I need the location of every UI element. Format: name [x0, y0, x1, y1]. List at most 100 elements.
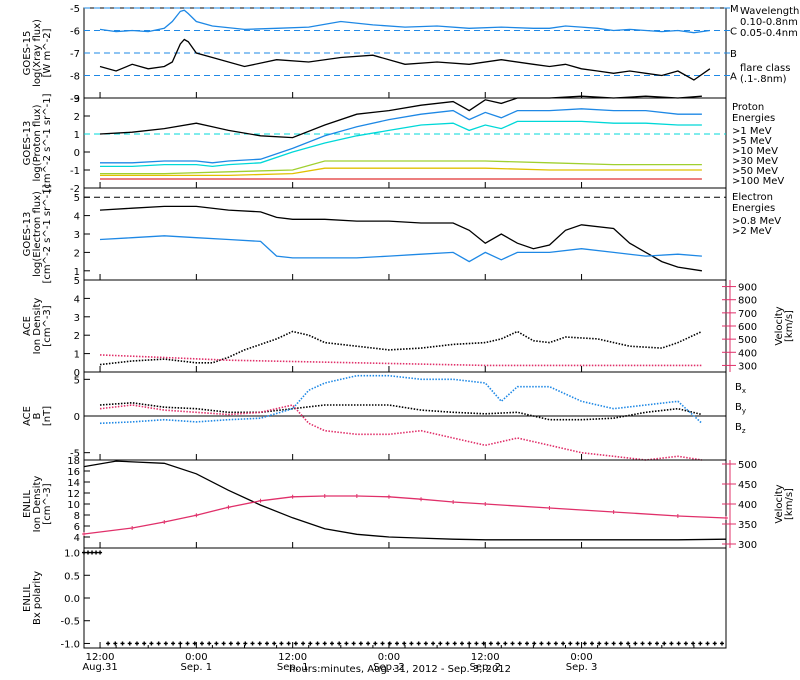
bx-polarity-point — [373, 641, 378, 646]
bx-polarity-point — [207, 641, 212, 646]
bx-polarity-point — [82, 550, 86, 555]
y-tick-label: 3 — [74, 230, 80, 241]
y-tick-label: 1.0 — [64, 549, 80, 560]
bx-polarity-point — [416, 641, 421, 646]
bx-polarity-point — [409, 641, 414, 646]
y-tick-label: -1.0 — [60, 639, 80, 650]
bx-polarity-point — [474, 641, 479, 646]
bx-polarity-point — [171, 641, 176, 646]
y-tick-label: -5 — [70, 449, 80, 460]
velocity-marker — [322, 494, 327, 498]
bx-polarity-point — [250, 641, 255, 646]
bx-polarity-point — [532, 641, 537, 646]
y-tick-label: 5 — [74, 193, 80, 204]
y2-tick-label: 900 — [738, 283, 757, 294]
y-axis-label: ACEB[nT] — [22, 406, 53, 426]
y-tick-label: 6 — [74, 522, 80, 533]
y-tick-label: 0.5 — [64, 571, 80, 582]
bx-polarity-point — [272, 641, 277, 646]
flare-level-label: B — [730, 49, 737, 60]
legend-entry: >10 MeV — [732, 146, 778, 157]
series--30-mev — [100, 160, 702, 175]
bx-polarity-point — [676, 641, 681, 646]
bx-polarity-point — [344, 641, 349, 646]
panel-frame — [83, 547, 727, 649]
bx-polarity-point — [467, 641, 472, 646]
bx-polarity-point — [633, 641, 638, 646]
flare-level-label: M — [730, 4, 739, 15]
bx-polarity-point — [662, 641, 667, 646]
legend-title: Energies — [732, 203, 775, 214]
bx-polarity-point — [98, 550, 103, 555]
velocity-marker — [547, 506, 552, 510]
bx-polarity-point — [185, 641, 190, 646]
velocity-marker — [130, 526, 135, 530]
bx-polarity-point — [199, 641, 204, 646]
series-velocity — [83, 495, 727, 535]
x-tick-time-label: 12:00 — [471, 652, 500, 663]
bx-polarity-point — [626, 641, 631, 646]
x-tick-time-label: 0:00 — [185, 652, 207, 663]
bx-polarity-point — [149, 641, 154, 646]
panel-goes13-proton: 3 2 1 0 -1 -2 GOES-13log(Proton flux)[cm^-2 s^… — [22, 93, 784, 195]
bx-polarity-point — [546, 641, 551, 646]
bx-polarity-point — [647, 641, 652, 646]
y-tick-label: -1 — [70, 166, 80, 177]
velocity-marker — [451, 500, 456, 504]
series-ion-density — [99, 330, 703, 366]
legend-entry: Bz — [735, 422, 746, 435]
bx-polarity-point — [163, 641, 168, 646]
bx-polarity-point — [517, 641, 522, 646]
legend-entry: >1 MeV — [732, 126, 772, 137]
bx-polarity-point — [561, 641, 566, 646]
bx-polarity-point — [539, 641, 544, 646]
bx-polarity-point — [691, 641, 696, 646]
x-tick-time-label: 12:00 — [86, 652, 115, 663]
y2-tick-label: 600 — [738, 322, 757, 333]
bx-polarity-point — [496, 641, 501, 646]
velocity-marker — [354, 494, 359, 498]
bx-polarity-point — [214, 641, 219, 646]
bx-polarity-point — [322, 641, 327, 646]
legend-entry: >50 MeV — [732, 166, 778, 177]
y-tick-label: -8 — [70, 72, 80, 83]
x-tick-date-label: Sep. 1 — [181, 662, 213, 673]
y2-tick-label: 400 — [738, 500, 757, 511]
y2-tick-label: 500 — [738, 335, 757, 346]
y-tick-label: 5 — [74, 276, 80, 287]
bx-polarity-point — [156, 641, 161, 646]
bx-polarity-point — [113, 641, 118, 646]
series--2-mev — [99, 235, 702, 263]
velocity-marker — [290, 494, 295, 499]
bx-polarity-point — [387, 641, 392, 646]
bx-polarity-point — [86, 550, 91, 555]
y-axis-label: GOES-13log(Proton flux)[cm^-2 s^-1 sr^-1… — [22, 93, 53, 192]
legend-entry: Wavelength — [740, 6, 799, 17]
series-0-05-0-4nm — [99, 38, 711, 81]
panel-enlil-bx-polarity: 1.0 0.5 0.0 -0.5 -1.0 ENLILBx polarity — [22, 547, 727, 650]
y-axis-label: GOES-15log(Xray flux)[W m^-2] — [22, 19, 53, 87]
flare-level-label: C — [730, 27, 737, 38]
velocity-marker — [419, 497, 424, 502]
y-tick-label: 0 — [74, 368, 80, 379]
y-tick-label: 12 — [67, 489, 80, 500]
bx-polarity-point — [575, 641, 580, 646]
bx-polarity-point — [120, 641, 125, 646]
bx-polarity-point — [127, 641, 132, 646]
y-tick-label: -5 — [70, 4, 80, 15]
bx-polarity-point — [402, 641, 407, 646]
y2-tick-label: 450 — [738, 480, 757, 491]
series-bx — [99, 401, 703, 421]
y2-axis-label: Velocity[km/s] — [774, 484, 795, 523]
y-axis-label: ENLILIon Density[cm^-3] — [22, 476, 53, 533]
velocity-marker — [675, 514, 680, 518]
legend-title: Energies — [732, 113, 775, 124]
bx-polarity-point — [524, 641, 529, 646]
y-tick-label: 16 — [67, 467, 80, 478]
legend-entry: Bx — [735, 382, 746, 395]
velocity-marker — [258, 498, 263, 503]
legend-title: Electron — [732, 192, 773, 203]
y-axis-label: ENLILBx polarity — [22, 571, 43, 625]
